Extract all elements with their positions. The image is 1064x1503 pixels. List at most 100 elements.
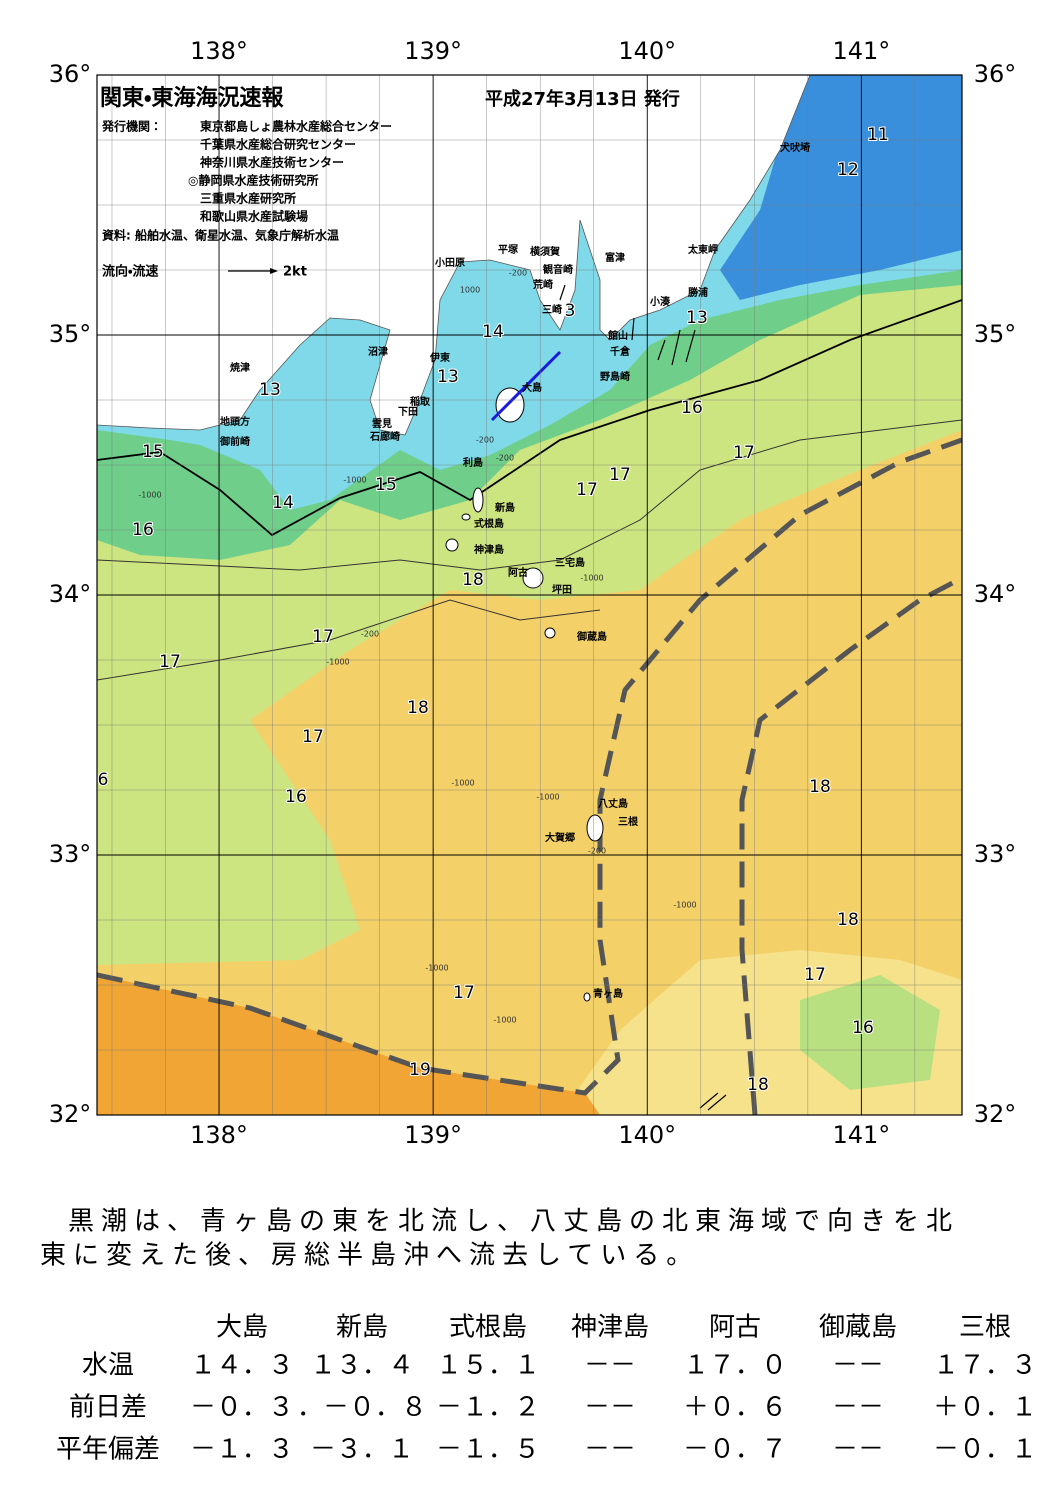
cool-eddy — [800, 975, 940, 1090]
depth-label: -200 — [588, 847, 606, 856]
table-cell: －０．３ — [190, 1393, 294, 1423]
row-label: 水温 — [82, 1351, 134, 1381]
table-cell: １７．３ — [933, 1351, 1037, 1381]
place-name: 千倉 — [610, 345, 631, 358]
place-name: 野島崎 — [600, 370, 630, 383]
isotherm-label: 17 — [804, 965, 826, 985]
publisher-label: 発行機関： — [101, 119, 162, 134]
isotherm-label: 18 — [462, 570, 484, 590]
isotherm-label: 14 — [272, 493, 294, 513]
lat-label: 34° — [974, 580, 1017, 608]
place-name: 大賀郷 — [545, 831, 575, 844]
isotherm-label: 17 — [576, 480, 598, 500]
publisher: ◎静岡県水産技術研究所 — [188, 173, 318, 188]
depth-label: -200 — [509, 269, 527, 278]
place-name: 平塚 — [498, 243, 519, 256]
table-cell: １７．０ — [683, 1351, 787, 1381]
depth-label: -1000 — [580, 574, 603, 583]
place-name: 阿古 — [508, 566, 528, 579]
depth-label: -1000 — [326, 658, 349, 667]
isotherm-label: 18 — [837, 910, 859, 930]
lat-label: 33° — [49, 840, 92, 868]
lon-label: 139° — [404, 37, 462, 65]
lon-label: 141° — [832, 37, 890, 65]
place-name: 沼津 — [368, 345, 388, 358]
lat-label: 33° — [974, 840, 1017, 868]
isotherm-label: 17 — [733, 443, 755, 463]
depth-label: -1000 — [536, 793, 559, 802]
place-name: 伊東 — [429, 351, 450, 364]
isotherm — [97, 419, 962, 571]
table-cell: ．－０．８ — [297, 1393, 427, 1423]
table-cell: １４．３ — [190, 1351, 294, 1381]
island — [445, 538, 459, 552]
lat-label: 35° — [974, 320, 1017, 348]
place-name: 小湊 — [649, 295, 671, 308]
depth-label: -200 — [361, 630, 379, 639]
place-name: 新島 — [494, 501, 515, 514]
place-name: 石廊崎 — [369, 430, 400, 443]
table-cell: －－ — [832, 1351, 884, 1381]
summary-line: 黒潮は、青ヶ島の東を北流し、八丈島の北東海域で向きを北 — [68, 1207, 959, 1237]
isotherm-label: 17 — [453, 983, 475, 1003]
isotherm-label: 13 — [437, 367, 459, 387]
place-name: 雲見 — [372, 418, 392, 430]
table-header: 阿古 — [709, 1313, 761, 1343]
publisher: 東京都島しょ農林水産総合センター — [200, 119, 392, 134]
place-name: 利島 — [463, 456, 483, 469]
depth-label: 1000 — [460, 286, 480, 295]
row-label: 平年偏差 — [56, 1435, 160, 1465]
map-frame — [96, 74, 963, 1116]
issue-date: 平成27年3月13日 発行 — [485, 88, 680, 110]
isotherm-label: 17 — [312, 627, 334, 647]
place-name: 坪田 — [552, 583, 572, 596]
lat-label: 36° — [49, 60, 92, 88]
table-cell: －３．１ — [310, 1435, 414, 1465]
legend-label: 流向・流速 — [102, 264, 158, 280]
map-area — [97, 75, 962, 1115]
place-name: 大島 — [522, 381, 542, 394]
place-name: 三根 — [618, 815, 639, 828]
table-cell: －－ — [584, 1351, 636, 1381]
place-name: 稲取 — [410, 395, 431, 408]
legend-arrow-head — [270, 268, 278, 274]
publisher: 三重県水産研究所 — [200, 191, 296, 206]
lat-label: 35° — [49, 320, 92, 348]
place-name: 下田 — [398, 406, 418, 418]
depth-label: -1000 — [425, 964, 448, 973]
place-name: 御前崎 — [219, 435, 250, 448]
isotherm-label: 11 — [867, 125, 889, 145]
isotherm-label: 15 — [142, 442, 164, 462]
isotherm-label: 18 — [407, 698, 429, 718]
isotherm-label: 17 — [159, 652, 181, 672]
isotherm-label: 16 — [681, 398, 703, 418]
lat-label: 34° — [49, 580, 92, 608]
place-name: 神津島 — [473, 543, 504, 556]
isotherm-label: 16 — [132, 520, 154, 540]
current-vector — [490, 350, 562, 422]
publisher: 神奈川県水産技術センター — [199, 155, 344, 170]
place-name: 犬吠埼 — [780, 141, 810, 154]
depth-label: -1000 — [493, 1016, 516, 1025]
publisher: 千葉県水産総合研究センター — [200, 137, 356, 152]
isotherm-label: 3 — [565, 301, 576, 321]
arrow — [657, 339, 666, 361]
isotherm-label: 13 — [259, 380, 281, 400]
place-name: 富津 — [605, 251, 625, 264]
table-header: 新島 — [336, 1313, 388, 1343]
table-cell: －０．１ — [933, 1435, 1037, 1465]
island — [583, 992, 591, 1002]
map-title: 関東・東海海況速報 — [100, 85, 284, 111]
isotherm-label: 14 — [482, 322, 504, 342]
isotherm-label: 17 — [609, 465, 631, 485]
island — [522, 567, 544, 589]
lon-label: 139° — [404, 1121, 462, 1149]
arrow — [631, 317, 635, 341]
isotherm-label: 19 — [409, 1060, 431, 1080]
table-header: 御蔵島 — [819, 1313, 897, 1343]
isotherm-label: 18 — [747, 1075, 769, 1095]
table-cell: ＋０．１ — [933, 1393, 1037, 1423]
depth-label: -1000 — [673, 901, 696, 910]
isotherm-label: 13 — [686, 308, 708, 328]
